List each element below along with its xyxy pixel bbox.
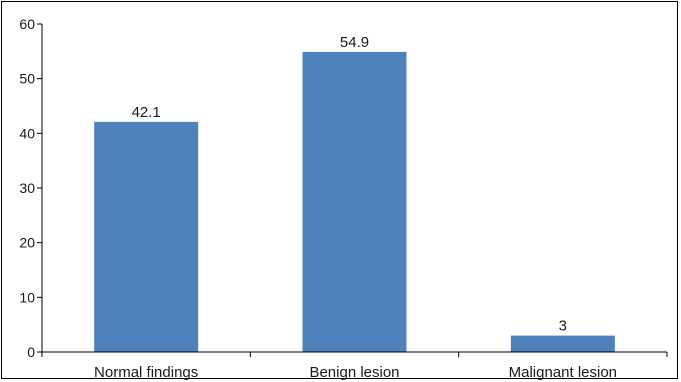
bar-benign-lesion	[302, 51, 407, 352]
y-tick-label: 0	[27, 344, 35, 360]
x-category-label: Benign lesion	[309, 364, 399, 381]
data-label: 54.9	[340, 34, 369, 51]
bar-malignant-lesion	[510, 335, 615, 352]
y-tick-label: 10	[19, 289, 35, 305]
y-tick-label: 30	[19, 180, 35, 196]
y-tick-label: 20	[19, 235, 35, 251]
data-labels-group: 42.1 54.9 3	[132, 34, 567, 335]
bars-group	[94, 51, 615, 352]
x-category-label: Malignant lesion	[509, 364, 617, 381]
data-label: 42.1	[132, 104, 161, 121]
bar-normal-findings	[94, 121, 199, 352]
x-ticks-group: Normal findings Benign lesion Malignant le…	[41, 352, 668, 381]
x-category-label: Normal findings	[94, 364, 198, 381]
y-ticks-group: 0 10 20 30 40 50 60	[19, 16, 42, 360]
y-tick-label: 50	[19, 71, 35, 87]
y-tick-label: 60	[19, 16, 35, 32]
data-label: 3	[559, 318, 567, 335]
y-tick-label: 40	[19, 125, 35, 141]
